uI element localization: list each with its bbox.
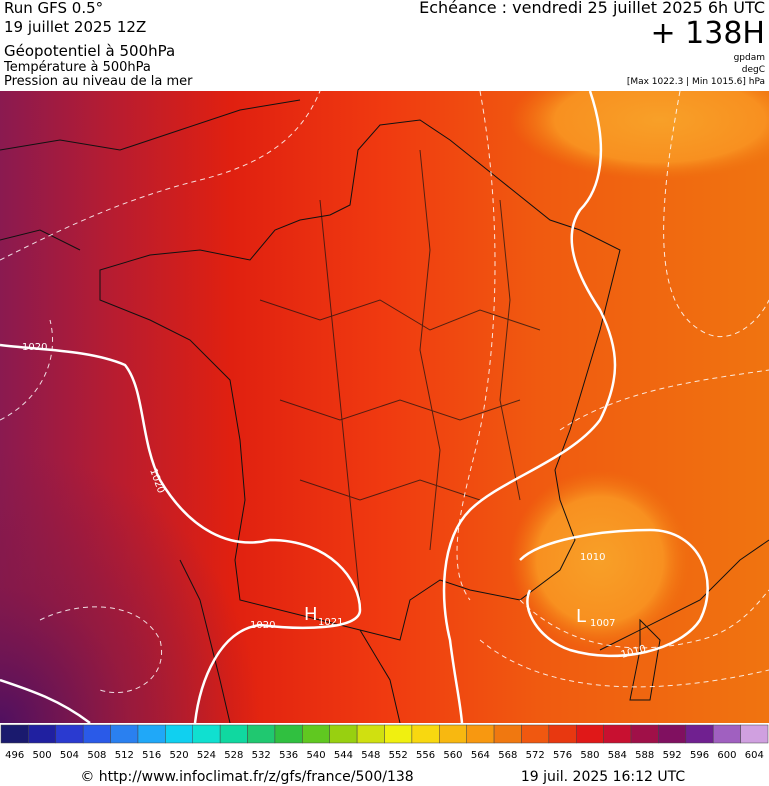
colorbar-label: 592 [663,750,682,761]
colorbar-swatch [384,724,413,744]
colorbar-label: 504 [60,750,79,761]
unit: degC [742,65,765,75]
colorbar-swatch [630,724,659,744]
colorbar-label: 540 [306,750,325,761]
colorbar-swatch [356,724,385,744]
colorbar-label: 588 [635,750,654,761]
isobar [442,91,617,723]
colorbar-swatch [603,724,632,744]
isobar-label: 1020 [22,342,47,353]
colorbar-swatch [110,724,139,744]
colorbar-label: 556 [416,750,435,761]
temperature-line [479,639,769,688]
cold-area [0,450,260,723]
temperature-line [39,606,163,694]
colorbar-label: 576 [553,750,572,761]
colorbar-swatch [274,724,303,744]
colorbar-swatch [137,724,166,744]
colorbar-swatch [466,724,495,744]
isobar [519,528,709,658]
colorbar-label: 552 [389,750,408,761]
colorbar-label: 564 [471,750,490,761]
colorbar-label: 604 [745,750,764,761]
colorbar-label: 568 [498,750,517,761]
colorbar-swatch [411,724,440,744]
colorbar-swatch [165,724,194,744]
source-url: © http://www.infoclimat.fr/z/gfs/france/… [80,769,413,785]
run: Run GFS 0.5° [4,0,103,17]
colorbar-label: 544 [334,750,353,761]
map: 1020 1020 1020 1010 1010 H 1021 L 1007 [0,91,769,723]
warm-area [510,91,769,180]
high-value: 1021 [318,617,343,628]
colorbar-label: 520 [170,750,189,761]
colorbar-label: 580 [580,750,599,761]
run-date: 19 juillet 2025 12Z [4,18,146,36]
colorbar-swatch [55,724,84,744]
colorbar-swatch [302,724,330,744]
warm-area [510,470,690,650]
colorbar-label: 548 [361,750,380,761]
colorbar-swatch [82,724,111,744]
colorbar-label: 596 [690,750,709,761]
colorbar-label: 532 [252,750,271,761]
header: Run GFS 0.5° 19 juillet 2025 12Z Géopote… [3,0,765,89]
colorbar-swatch [219,724,248,744]
colorbar-swatch [192,724,221,744]
pressure-range: [Max 1022.3 | Min 1015.6] hPa [627,77,765,87]
colorbar-swatch [576,724,604,744]
temperature-line [519,589,769,649]
temperature-line [663,91,769,337]
echeance: Echéance : vendredi 25 juillet 2025 6h U… [419,0,765,17]
colorbar-swatch [658,724,687,744]
colorbar-swatch [493,724,522,744]
field: Température à 500hPa [3,60,151,75]
timestamp: 19 juil. 2025 16:12 UTC [521,769,686,785]
isobar [0,343,362,723]
temperature-line [456,91,496,601]
colorbar-label: 536 [279,750,298,761]
colorbar-label: 512 [115,750,134,761]
colorbar-swatch [548,724,577,744]
colorbar-label: 500 [33,750,52,761]
colorbar-label: 516 [142,750,161,761]
colorbar-label: 496 [5,750,24,761]
colorbar-swatch [329,724,358,744]
temperature-line [0,91,321,261]
unit: gpdam [734,53,765,63]
map-view [0,91,769,723]
lead-time: + 138H [651,16,766,51]
coastline [99,119,621,641]
colorbar-swatch [685,724,714,744]
colorbar-swatch [0,724,29,744]
colorbar-swatch [740,724,769,744]
colorbar: 496 500 504 508 512 516 520 524 528 532 536 540 544 5… [0,724,769,761]
high-symbol: H [304,604,318,625]
field: Géopotentiel à 500hPa [4,42,175,60]
colorbar-swatch [712,724,741,744]
temperature-line [559,369,769,431]
colorbar-label: 572 [526,750,545,761]
colorbar-label: 528 [224,750,243,761]
isobar-label: 1020 [250,620,275,631]
colorbar-label: 600 [717,750,736,761]
colorbar-label: 584 [608,750,627,761]
colorbar-swatch [247,724,276,744]
coastline [0,99,769,723]
colorbar-swatch [521,724,550,744]
isobar-label: 1010 [580,552,605,563]
isobar [0,678,91,723]
low-value: 1007 [590,618,615,629]
low-symbol: L [576,606,586,627]
colorbar-label: 508 [87,750,106,761]
field: Pression au niveau de la mer [4,74,193,89]
colorbar-label: 560 [443,750,462,761]
colorbar-swatch [28,724,57,744]
colorbar-swatch [439,724,467,744]
borders [259,149,541,601]
colorbar-label: 524 [197,750,216,761]
